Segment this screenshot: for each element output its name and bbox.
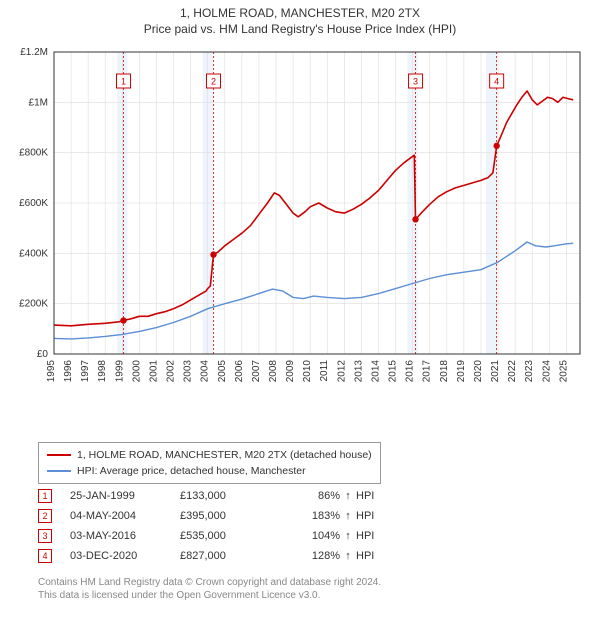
table-row: 3 03-MAY-2016£535,000104%↑HPI (38, 526, 396, 546)
svg-text:2007: 2007 (251, 360, 262, 383)
svg-text:2024: 2024 (541, 360, 552, 383)
svg-text:£0: £0 (37, 349, 49, 360)
svg-text:£200K: £200K (19, 299, 48, 310)
arrow-up-icon: ↑ (340, 510, 356, 522)
svg-text:2016: 2016 (405, 360, 416, 383)
svg-text:2003: 2003 (183, 360, 194, 383)
disclaimer-line: This data is licensed under the Open Gov… (38, 589, 381, 602)
tx-marker: 2 (38, 509, 52, 523)
svg-text:2005: 2005 (217, 360, 228, 383)
svg-text:2009: 2009 (285, 360, 296, 383)
table-row: 4 03-DEC-2020£827,000128%↑HPI (38, 546, 396, 566)
tx-hpi-label: HPI (356, 530, 396, 542)
svg-text:1997: 1997 (80, 360, 91, 383)
title-subtitle: Price paid vs. HM Land Registry's House … (0, 22, 600, 36)
svg-text:2014: 2014 (370, 360, 381, 383)
disclaimer-line: Contains HM Land Registry data © Crown c… (38, 576, 381, 589)
tx-marker: 1 (38, 489, 52, 503)
svg-text:1: 1 (121, 77, 126, 87)
disclaimer: Contains HM Land Registry data © Crown c… (38, 576, 381, 602)
tx-pct: 104% (280, 530, 340, 542)
tx-date: 03-MAY-2016 (70, 530, 180, 542)
tx-date: 03-DEC-2020 (70, 550, 180, 562)
svg-text:£400K: £400K (19, 248, 48, 259)
svg-text:4: 4 (494, 77, 499, 87)
svg-text:2008: 2008 (268, 360, 279, 383)
svg-text:£600K: £600K (19, 198, 48, 209)
svg-text:1999: 1999 (114, 360, 125, 383)
tx-pct: 128% (280, 550, 340, 562)
svg-text:2020: 2020 (473, 360, 484, 383)
svg-text:1996: 1996 (63, 360, 74, 383)
tx-marker: 3 (38, 529, 52, 543)
tx-date: 25-JAN-1999 (70, 490, 180, 502)
legend: 1, HOLME ROAD, MANCHESTER, M20 2TX (deta… (38, 442, 381, 484)
svg-text:1995: 1995 (46, 360, 57, 383)
svg-text:2013: 2013 (353, 360, 364, 383)
tx-price: £827,000 (180, 550, 280, 562)
svg-text:2025: 2025 (558, 360, 569, 383)
legend-label: HPI: Average price, detached house, Manc… (77, 465, 306, 477)
tx-price: £535,000 (180, 530, 280, 542)
legend-swatch (47, 454, 71, 456)
svg-text:2001: 2001 (148, 360, 159, 383)
tx-date: 04-MAY-2004 (70, 510, 180, 522)
legend-label: 1, HOLME ROAD, MANCHESTER, M20 2TX (deta… (77, 449, 372, 461)
legend-item: HPI: Average price, detached house, Manc… (47, 463, 372, 479)
svg-text:2011: 2011 (319, 360, 330, 382)
svg-text:2015: 2015 (388, 360, 399, 383)
svg-text:2021: 2021 (490, 360, 501, 383)
svg-text:2012: 2012 (336, 360, 347, 383)
tx-price: £395,000 (180, 510, 280, 522)
svg-text:2006: 2006 (234, 360, 245, 383)
chart-container: 1, HOLME ROAD, MANCHESTER, M20 2TX Price… (0, 0, 600, 620)
tx-pct: 183% (280, 510, 340, 522)
svg-text:3: 3 (413, 77, 418, 87)
tx-marker: 4 (38, 549, 52, 563)
tx-hpi-label: HPI (356, 490, 396, 502)
tx-pct: 86% (280, 490, 340, 502)
arrow-up-icon: ↑ (340, 550, 356, 562)
transactions-table: 125-JAN-1999£133,00086%↑HPI204-MAY-2004£… (38, 486, 396, 566)
svg-text:2010: 2010 (302, 360, 313, 383)
tx-hpi-label: HPI (356, 510, 396, 522)
title-block: 1, HOLME ROAD, MANCHESTER, M20 2TX Price… (0, 0, 600, 38)
chart-svg: 1 2 3 4 £0 £200K £400K £600K £800K £1M £1.2M 1995 19… (10, 44, 590, 434)
svg-text:2002: 2002 (166, 360, 177, 383)
svg-text:£1M: £1M (29, 97, 48, 108)
title-address: 1, HOLME ROAD, MANCHESTER, M20 2TX (0, 6, 600, 20)
svg-text:£800K: £800K (19, 148, 48, 159)
table-row: 2 04-MAY-2004£395,000183%↑HPI (38, 506, 396, 526)
chart-area: 1 2 3 4 £0 £200K £400K £600K £800K £1M £1.2M 1995 19… (10, 44, 590, 434)
svg-text:2004: 2004 (200, 360, 211, 383)
arrow-up-icon: ↑ (340, 530, 356, 542)
svg-text:2022: 2022 (507, 360, 518, 383)
svg-text:2: 2 (211, 77, 216, 87)
legend-swatch (47, 470, 71, 472)
svg-text:1998: 1998 (97, 360, 108, 383)
svg-text:£1.2M: £1.2M (20, 47, 48, 58)
svg-text:2000: 2000 (131, 360, 142, 383)
table-row: 1 25-JAN-1999£133,00086%↑HPI (38, 486, 396, 506)
arrow-up-icon: ↑ (340, 490, 356, 502)
svg-text:2019: 2019 (456, 360, 467, 383)
tx-price: £133,000 (180, 490, 280, 502)
svg-text:2017: 2017 (422, 360, 433, 383)
svg-text:2018: 2018 (439, 360, 450, 383)
legend-item: 1, HOLME ROAD, MANCHESTER, M20 2TX (deta… (47, 447, 372, 463)
tx-hpi-label: HPI (356, 550, 396, 562)
svg-text:2023: 2023 (524, 360, 535, 383)
